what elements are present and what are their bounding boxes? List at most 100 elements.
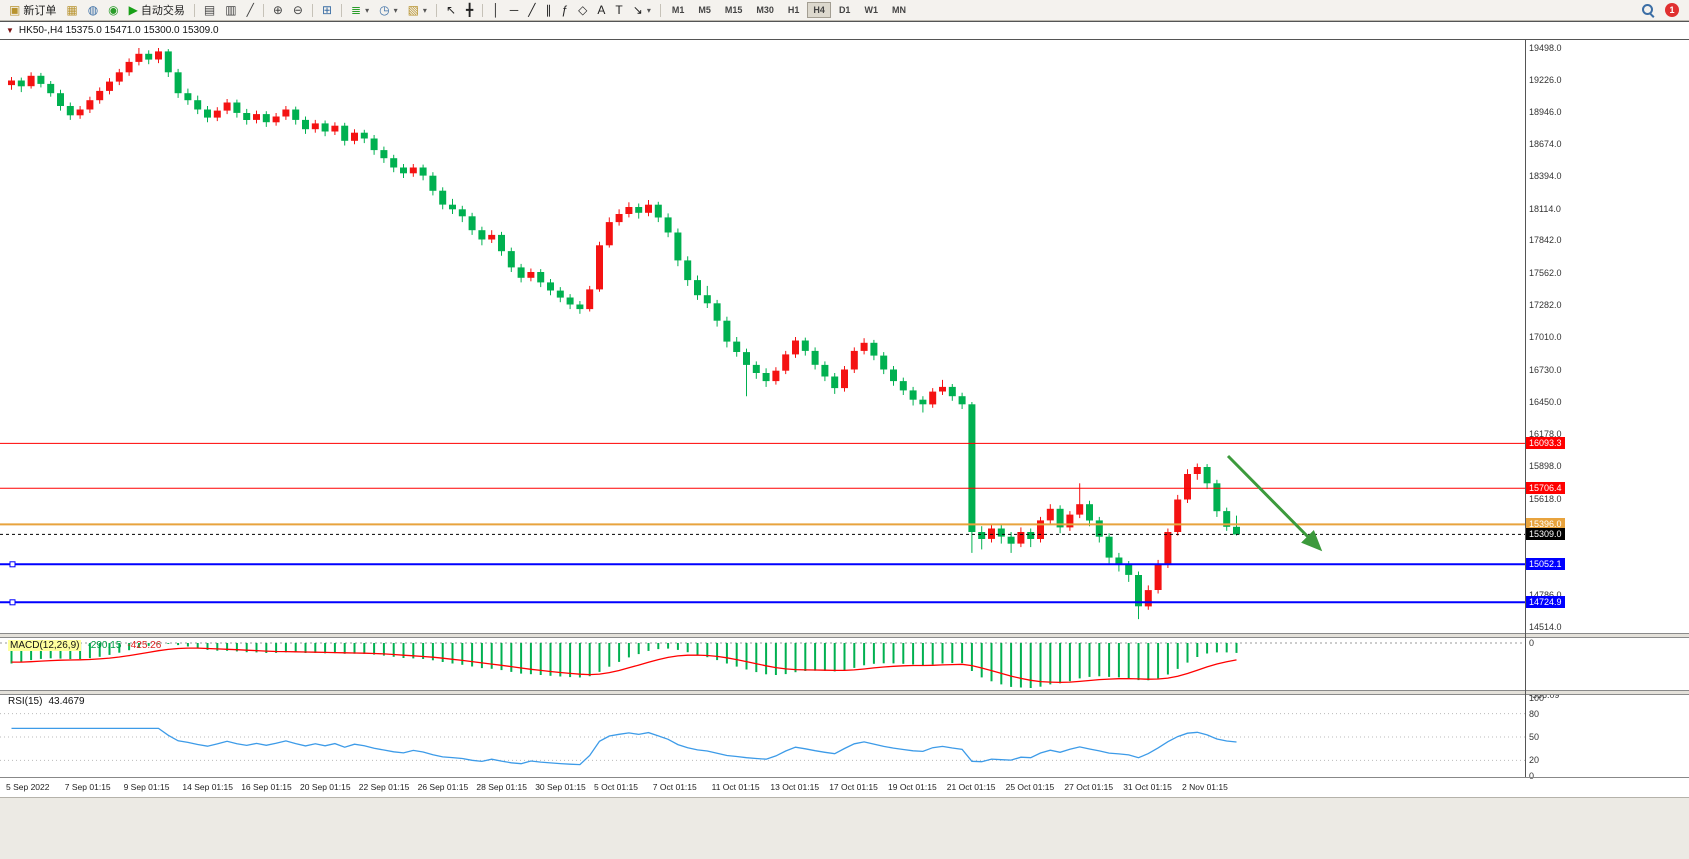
toolbar-separator xyxy=(435,3,437,17)
templates-button[interactable]: ▧ ▾ xyxy=(403,0,432,20)
line-chart-button[interactable]: ╱ xyxy=(242,0,259,20)
cursor-button[interactable]: ↖ xyxy=(441,0,461,20)
indicators-dropdown-icon: ▾ xyxy=(365,5,370,15)
auto-trading-icon: ▶ xyxy=(128,3,138,17)
price-axis-border xyxy=(1525,21,1526,777)
horizontal-line-icon: ─ xyxy=(509,3,519,17)
toolbar-right-controls: 1 xyxy=(1641,3,1685,17)
fibonacci-retracement-icon: ƒ xyxy=(561,3,569,17)
toolbar: ▣ 新订单 ▦ ◍ ◉ ▶ 自动交易 ▤ ▥ ╱ ⊕ ⊖ ⊞ ≣ ▾ ◷ ▾ ▧ ▾ ↖ ╋ │ ─ ╱ ∥ ƒ ◇ A T ↘ ▾ M1 M5… xyxy=(0,0,1689,21)
equidistant-channel-icon: ∥ xyxy=(545,3,552,17)
indicators-button[interactable]: ≣ ▾ xyxy=(346,0,374,20)
alerts-icon: ◉ xyxy=(108,3,119,17)
toolbar-separator xyxy=(482,3,484,17)
timeframe-h4-button[interactable]: H4 xyxy=(807,2,831,18)
zoom-out-icon: ⊖ xyxy=(292,3,303,17)
panel-divider-rsi[interactable] xyxy=(0,690,1689,695)
toolbar-separator xyxy=(659,3,661,17)
chart-windows-button[interactable]: ▦ xyxy=(61,0,82,20)
bar-chart-button[interactable]: ▤ xyxy=(199,0,220,20)
horizontal-level-lines[interactable] xyxy=(0,442,1525,606)
timeframe-m15-button[interactable]: M15 xyxy=(724,5,743,15)
new-order-icon: ▣ xyxy=(9,3,21,17)
periods-dropdown-icon: ▾ xyxy=(393,5,398,15)
vertical-line-button[interactable]: │ xyxy=(487,0,505,20)
auto-trading-label: 自动交易 xyxy=(140,5,185,17)
rsi-indicator-label: RSI(15) 43.4679 xyxy=(8,696,85,707)
zoom-out-button[interactable]: ⊖ xyxy=(288,0,308,20)
line-chart-icon: ╱ xyxy=(246,3,254,17)
indicators-icon: ≣ xyxy=(351,3,362,17)
candlestick-chart-button[interactable]: ▥ xyxy=(220,0,241,20)
templates-dropdown-icon: ▾ xyxy=(422,5,427,15)
shapes-icon: ◇ xyxy=(578,3,588,17)
tile-windows-button[interactable]: ⊞ xyxy=(317,0,337,20)
panel-divider-macd[interactable] xyxy=(0,633,1689,638)
timeframe-w1-button[interactable]: W1 xyxy=(864,5,878,15)
macd-signal-line xyxy=(11,647,1237,684)
chart-ohlc-header: ▼ HK50-,H4 15375.0 15471.0 15300.0 15309… xyxy=(0,21,1689,40)
toolbar-separator xyxy=(341,3,342,17)
text-label-icon: T xyxy=(615,3,623,17)
timeframe-d1-button[interactable]: D1 xyxy=(838,5,851,15)
timeframe-m1-button[interactable]: M1 xyxy=(671,5,685,15)
chart-windows-icon: ▦ xyxy=(66,3,78,17)
macd-indicator-label: MACD(12,26,9) -290.15 -425.26 xyxy=(8,640,161,651)
market-watch-button[interactable]: ◍ xyxy=(83,0,103,20)
symbol-ohlc-text: HK50-,H4 15375.0 15471.0 15300.0 15309.0 xyxy=(18,25,219,36)
arrows-button[interactable]: ↘ ▾ xyxy=(628,0,656,20)
tile-windows-icon: ⊞ xyxy=(321,3,332,17)
new-order-label: 新订单 xyxy=(23,5,57,17)
toolbar-separator xyxy=(262,3,264,17)
text-button[interactable]: A xyxy=(592,0,610,20)
rsi-line xyxy=(11,727,1237,766)
window-bottom-area xyxy=(0,797,1689,859)
auto-trading-button[interactable]: ▶ 自动交易 xyxy=(124,0,190,20)
candlestick-chart-icon: ▥ xyxy=(225,3,237,17)
rsi-name: RSI(15) xyxy=(8,696,43,707)
timeframe-h1-button[interactable]: H1 xyxy=(787,5,800,15)
macd-signal-value: -425.26 xyxy=(127,640,162,651)
rsi-indicator xyxy=(0,713,1525,766)
toolbar-separator xyxy=(311,3,313,17)
trendline-icon: ╱ xyxy=(528,3,536,17)
templates-icon: ▧ xyxy=(407,3,419,17)
rsi-value: 43.4679 xyxy=(48,696,85,707)
text-icon: A xyxy=(597,3,606,17)
arrows-icon: ↘ xyxy=(632,3,643,17)
equidistant-channel-button[interactable]: ∥ xyxy=(540,0,556,20)
crosshair-button[interactable]: ╋ xyxy=(461,0,478,20)
arrows-dropdown-icon: ▾ xyxy=(646,5,651,15)
trendline-button[interactable]: ╱ xyxy=(523,0,540,20)
vertical-line-icon: │ xyxy=(492,3,500,17)
periods-button[interactable]: ◷ ▾ xyxy=(374,0,403,20)
timeframe-m30-button[interactable]: M30 xyxy=(756,5,774,15)
crosshair-icon: ╋ xyxy=(466,3,474,17)
zoom-in-button[interactable]: ⊕ xyxy=(268,0,288,20)
periods-icon: ◷ xyxy=(379,3,390,17)
line-handle xyxy=(9,599,16,606)
candlesticks xyxy=(8,48,1240,620)
toolbar-separator xyxy=(193,3,195,17)
alerts-button[interactable]: ◉ xyxy=(103,0,123,20)
time-axis-border xyxy=(0,777,1689,778)
chevron-down-icon[interactable]: ▼ xyxy=(6,26,14,35)
new-order-button[interactable]: ▣ 新订单 xyxy=(4,0,61,20)
timeframe-m5-button[interactable]: M5 xyxy=(698,5,711,15)
trend-arrow[interactable] xyxy=(1226,454,1323,552)
fibonacci-retracement-button[interactable]: ƒ xyxy=(556,0,573,20)
shapes-button[interactable]: ◇ xyxy=(573,0,592,20)
horizontal-line-button[interactable]: ─ xyxy=(505,0,524,20)
macd-name: MACD(12,26,9) xyxy=(8,640,82,651)
cursor-icon: ↖ xyxy=(445,3,456,17)
timeframe-mn-button[interactable]: MN xyxy=(891,5,906,15)
zoom-in-icon: ⊕ xyxy=(272,3,283,17)
macd-main-value: -290.15 xyxy=(87,640,122,651)
macd-indicator xyxy=(0,642,1525,688)
search-icon[interactable] xyxy=(1641,3,1655,17)
market-watch-icon: ◍ xyxy=(87,3,99,17)
notification-badge[interactable]: 1 xyxy=(1665,3,1679,17)
text-label-button[interactable]: T xyxy=(610,0,627,20)
